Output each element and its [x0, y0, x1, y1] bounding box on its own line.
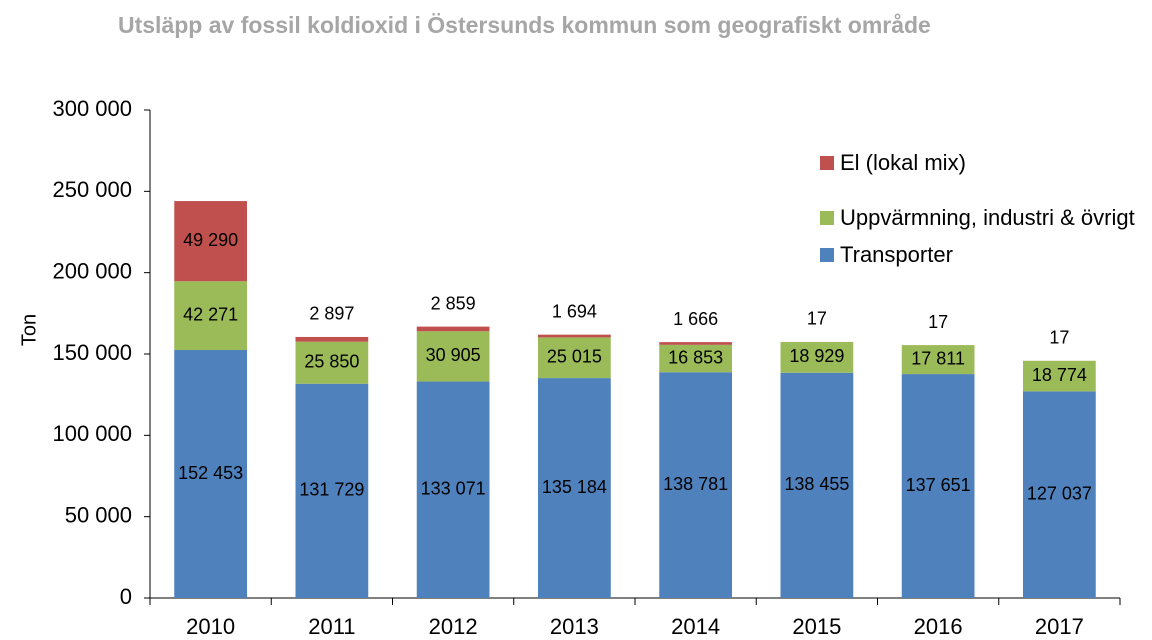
- bar-segment: [1023, 391, 1096, 598]
- data-label: 1 694: [552, 301, 597, 321]
- bar-segment: [295, 341, 369, 384]
- data-label: 2 859: [431, 293, 476, 313]
- data-label: 18 774: [1032, 365, 1087, 385]
- x-tick-label: 2017: [1035, 614, 1084, 639]
- bar-segment: [659, 372, 732, 598]
- data-label: 2 897: [309, 304, 354, 324]
- x-tick-label: 2013: [550, 614, 599, 639]
- legend-swatch: [820, 211, 834, 225]
- bar-segment: [538, 334, 611, 338]
- data-label: 17: [928, 312, 948, 332]
- x-tick-label: 2016: [914, 614, 963, 639]
- bar-segment: [416, 326, 490, 332]
- bar-segment: [1023, 360, 1096, 392]
- data-label: 135 184: [542, 477, 607, 497]
- bar-segment: [174, 281, 247, 351]
- bar-segment: [174, 201, 247, 282]
- x-tick-label: 2011: [308, 614, 355, 639]
- legend-swatch: [820, 156, 834, 170]
- chart-title: Utsläpp av fossil koldioxid i Östersunds…: [118, 12, 931, 38]
- data-label: 49 290: [183, 230, 238, 250]
- legend-label: El (lokal mix): [840, 150, 966, 175]
- bar-segment: [659, 342, 732, 345]
- bar-segment: [538, 378, 611, 598]
- data-label: 17: [1049, 328, 1069, 348]
- data-label: 133 071: [421, 479, 486, 499]
- x-tick-label: 2010: [186, 614, 235, 639]
- x-tick-label: 2014: [671, 614, 720, 639]
- data-label: 25 015: [547, 347, 602, 367]
- data-label: 25 850: [304, 351, 359, 371]
- y-axis-label: Ton: [18, 314, 40, 346]
- data-label: 17: [807, 309, 827, 329]
- legend-swatch: [820, 248, 834, 262]
- data-label: 1 666: [673, 309, 718, 329]
- y-tick-label: 100 000: [52, 421, 132, 446]
- data-label: 138 455: [784, 474, 849, 494]
- data-label: 17 811: [911, 348, 965, 368]
- bar-segment: [901, 374, 975, 598]
- data-label: 138 781: [663, 474, 728, 494]
- data-label: 131 729: [299, 480, 364, 500]
- y-tick-label: 0: [120, 584, 132, 609]
- y-tick-label: 300 000: [52, 96, 132, 121]
- y-tick-label: 250 000: [52, 177, 132, 202]
- bar-segment: [780, 372, 854, 598]
- bar-segment: [295, 383, 369, 598]
- bar-segment: [174, 350, 247, 598]
- data-label: 30 905: [426, 345, 481, 365]
- bar-segment: [659, 344, 732, 373]
- y-tick-label: 200 000: [52, 258, 132, 283]
- bar-segment: [416, 331, 490, 382]
- data-label: 137 651: [906, 475, 971, 495]
- x-tick-label: 2012: [429, 614, 478, 639]
- data-label: 16 853: [668, 347, 723, 367]
- bar-segment: [901, 345, 975, 375]
- legend-label: Uppvärmning, industri & övrigt: [840, 205, 1135, 230]
- y-tick-label: 50 000: [65, 502, 132, 527]
- data-label: 42 271: [183, 304, 238, 324]
- y-tick-label: 150 000: [52, 340, 132, 365]
- data-label: 152 453: [178, 463, 243, 483]
- data-label: 18 929: [789, 346, 844, 366]
- bar-segment: [780, 341, 854, 373]
- legend-label: Transporter: [840, 242, 953, 267]
- bar-segment: [538, 337, 611, 379]
- data-label: 127 037: [1027, 483, 1092, 503]
- x-tick-label: 2015: [792, 614, 841, 639]
- bar-segment: [416, 381, 490, 598]
- bar-segment: [295, 336, 369, 342]
